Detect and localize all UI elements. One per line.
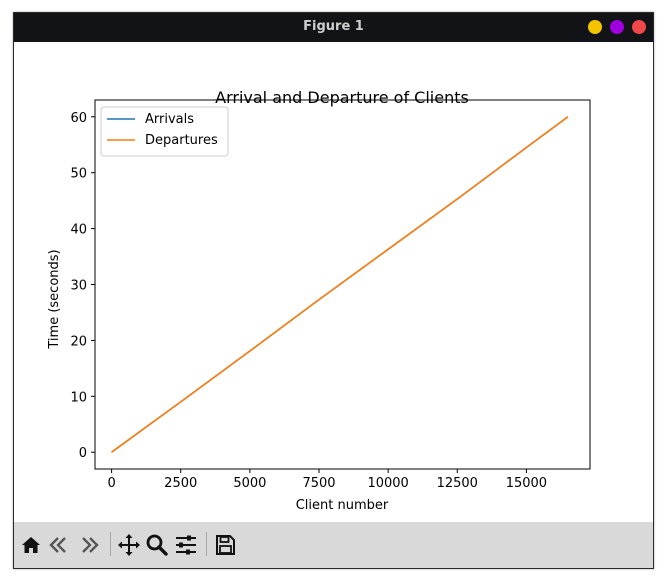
close-button[interactable]: [632, 20, 646, 34]
back-icon: [49, 537, 66, 553]
home-icon: [22, 537, 40, 553]
plot-canvas[interactable]: Arrival and Departure of Clients 0 2500 50…: [14, 42, 653, 522]
legend-label-arrivals: Arrivals: [145, 112, 194, 127]
navigation-toolbar: [14, 522, 653, 568]
figure-window: Figure 1 Arrival and Departure of Client…: [13, 12, 654, 569]
y-tick-label: 40: [70, 223, 87, 238]
y-tick-label: 60: [70, 111, 87, 126]
x-tick-label: 0: [107, 476, 115, 491]
y-tick-label: 0: [79, 446, 87, 461]
x-axis-label: Client number: [296, 498, 389, 513]
y-tick-label: 10: [70, 390, 87, 405]
x-tick-label: 15000: [506, 476, 547, 491]
series-line-departures: [111, 116, 569, 453]
legend: Arrivals Departures: [100, 106, 229, 157]
zoom-button[interactable]: [144, 532, 170, 558]
x-tick-label: 10000: [367, 476, 408, 491]
save-icon: [216, 535, 235, 555]
x-tick-label: 12500: [437, 476, 478, 491]
save-button[interactable]: [212, 532, 238, 558]
y-tick-label: 50: [70, 167, 87, 182]
zoom-icon: [146, 534, 168, 556]
x-tick-label: 5000: [233, 476, 266, 491]
toolbar-separator: [110, 532, 111, 556]
y-tick-label: 30: [70, 279, 87, 294]
configure-subplots-button[interactable]: [173, 532, 199, 558]
pan-icon: [118, 534, 140, 556]
title-bar[interactable]: Figure 1: [14, 13, 653, 42]
window-title: Figure 1: [303, 19, 364, 34]
forward-button[interactable]: [76, 532, 102, 558]
back-button[interactable]: [46, 532, 72, 558]
configure-subplots-icon: [176, 535, 196, 555]
maximize-button[interactable]: [610, 20, 624, 34]
x-tick-label: 2500: [164, 476, 197, 491]
chart-title: Arrival and Departure of Clients: [215, 88, 469, 107]
line-chart: Arrival and Departure of Clients 0 2500 50…: [47, 88, 591, 513]
toolbar-separator: [206, 532, 207, 556]
minimize-button[interactable]: [588, 20, 602, 34]
x-tick-label: 7500: [302, 476, 335, 491]
home-button[interactable]: [18, 532, 44, 558]
y-tick-label: 20: [70, 334, 87, 349]
forward-icon: [82, 537, 99, 553]
pan-button[interactable]: [116, 532, 142, 558]
y-axis-label: Time (seconds): [47, 249, 62, 349]
legend-label-departures: Departures: [145, 133, 218, 148]
